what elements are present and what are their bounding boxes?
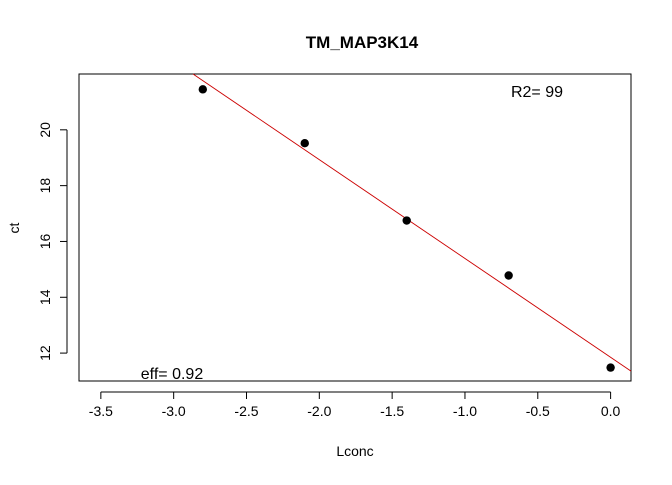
x-axis: -3.5 -3.0 -2.5 -2.0 -1.5 -1.0 -0.5 0.0 [89, 391, 621, 419]
x-tick-label: -2.5 [234, 403, 258, 419]
x-tick-label: -1.5 [380, 403, 404, 419]
y-tick-label: 16 [37, 233, 53, 249]
chart-title: TM_MAP3K14 [306, 33, 419, 52]
y-tick-label: 14 [37, 289, 53, 305]
data-points-layer [198, 85, 615, 372]
data-point [300, 139, 309, 148]
data-point [402, 216, 411, 225]
fit-line-layer [192, 73, 632, 372]
y-tick-label: 20 [37, 122, 53, 138]
efficiency-annotation: eff= 0.92 [141, 366, 204, 383]
r2-annotation: R2= 99 [511, 84, 563, 101]
y-axis-label: ct [6, 222, 22, 233]
x-tick-label: -3.5 [89, 403, 113, 419]
data-point [198, 85, 207, 94]
x-axis-label: Lconc [336, 443, 373, 459]
plot-frame [78, 73, 632, 382]
x-tick-label: 0.0 [601, 403, 621, 419]
data-point [606, 363, 615, 372]
x-tick-label: -3.0 [162, 403, 186, 419]
y-tick-label: 18 [37, 178, 53, 194]
x-tick-label: -2.0 [307, 403, 331, 419]
data-point [504, 271, 513, 280]
fit-line [192, 73, 632, 372]
y-tick-label: 12 [37, 345, 53, 361]
x-tick-label: -0.5 [526, 403, 550, 419]
y-axis: 12 14 16 18 20 [37, 122, 68, 361]
x-tick-label: -1.0 [453, 403, 477, 419]
